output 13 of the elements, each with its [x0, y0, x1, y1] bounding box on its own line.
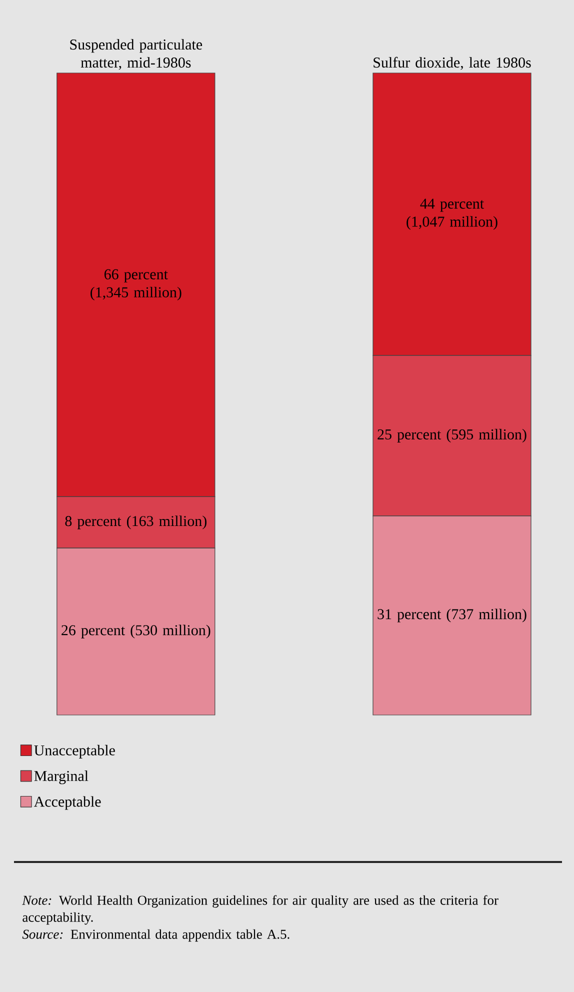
data-label: 8 percent (163 million): [65, 516, 206, 530]
data-label: 25 percent (595 million): [378, 428, 526, 443]
x-tick-label: Sulfur dioxide, late 1980s: [374, 56, 531, 70]
legend-label: Marginal: [34, 770, 88, 784]
legend-label: Unacceptable: [34, 744, 115, 758]
x-tick-label: Suspended particulate matter, mid-1980s: [70, 39, 202, 70]
data-label: 31 percent (737 million): [378, 608, 526, 622]
data-label: 26 percent (530 million): [62, 624, 210, 638]
data-label: 66 percent (1,345 million): [90, 269, 182, 300]
data-label: 44 percent (1,047 million): [406, 198, 498, 230]
text: Source: Environmental data appendix table A.5.: [22, 929, 290, 942]
legend-label: Acceptable: [34, 796, 101, 810]
text: Note: World Health Organization guidelines for air quality are used as the criteria for acceptability.: [22, 895, 498, 925]
